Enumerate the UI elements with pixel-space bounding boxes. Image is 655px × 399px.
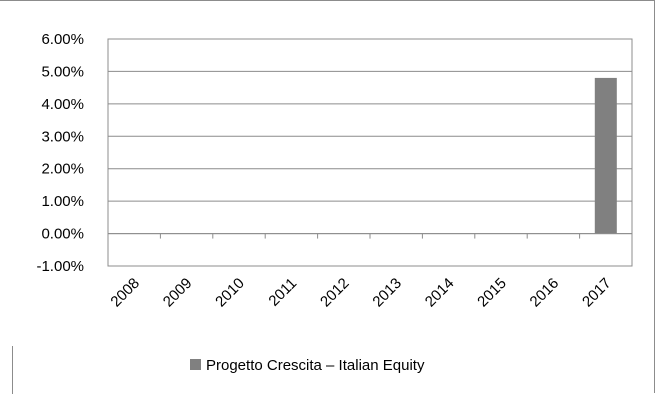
x-tick-label: 2012 xyxy=(317,275,353,311)
plot-area xyxy=(107,38,633,267)
x-tick-label: 2013 xyxy=(369,275,405,311)
y-tick-label: 6.00% xyxy=(41,31,84,48)
x-tick-label: 2016 xyxy=(527,275,563,311)
x-axis-tick-marks xyxy=(107,233,633,239)
x-tick-label: 2017 xyxy=(579,275,615,311)
y-tick-label: 2.00% xyxy=(41,161,84,178)
legend-swatch xyxy=(190,359,201,370)
y-axis-tick-labels: -1.00% 0.00% 1.00% 2.00% 3.00% 4.00% 5.00% 6.00… xyxy=(36,31,84,275)
y-tick-label: 3.00% xyxy=(41,128,84,145)
x-axis-tick-labels: 2008 2009 2010 2011 2012 2013 2014 2015 2016 2017 xyxy=(107,275,614,311)
bar xyxy=(594,77,617,234)
x-tick-label: 2008 xyxy=(107,275,143,311)
y-tick-label: -1.00% xyxy=(36,258,84,275)
x-tick-label: 2009 xyxy=(160,275,196,311)
legend: Progetto Crescita – Italian Equity xyxy=(190,357,425,374)
x-tick-label: 2010 xyxy=(212,275,248,311)
y-tick-label: 5.00% xyxy=(41,63,84,80)
legend-label: Progetto Crescita – Italian Equity xyxy=(206,357,425,374)
y-tick-label: 4.00% xyxy=(41,96,84,113)
y-tick-label: 1.00% xyxy=(41,193,84,210)
x-tick-label: 2015 xyxy=(474,275,510,311)
x-tick-label: 2011 xyxy=(265,275,300,310)
frame-edge xyxy=(12,346,13,394)
y-tick-label: 0.00% xyxy=(41,226,84,243)
gridlines xyxy=(108,38,632,267)
bars xyxy=(594,77,617,234)
x-tick-label: 2014 xyxy=(422,275,458,311)
